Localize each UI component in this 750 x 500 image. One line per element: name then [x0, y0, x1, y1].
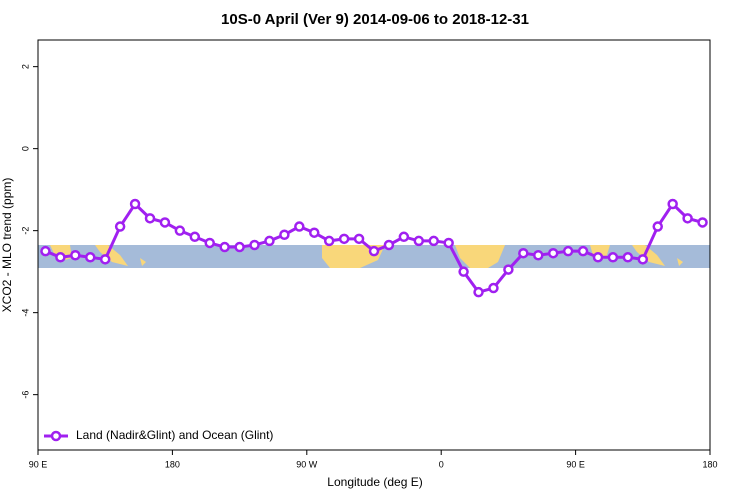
y-tick-label: 0: [20, 146, 30, 151]
data-point: [697, 217, 708, 228]
data-point: [443, 237, 454, 249]
x-tick-label: 0: [439, 459, 444, 469]
x-axis-label: Longitude (deg E): [327, 475, 422, 489]
data-point: [338, 233, 350, 245]
y-tick-label: -4: [20, 309, 30, 317]
legend-label: Land (Nadir&Glint) and Ocean (Glint): [76, 428, 273, 442]
data-point: [398, 231, 410, 243]
data-point: [577, 245, 589, 257]
y-tick-label: -6: [20, 391, 30, 399]
data-point: [85, 252, 96, 263]
y-axis-label: XCO2 - MLO trend (ppm): [0, 178, 14, 313]
data-point: [547, 247, 559, 259]
data-point: [353, 233, 365, 245]
data-point: [503, 264, 514, 275]
data-point: [114, 221, 126, 232]
y-tick-label: -2: [20, 227, 30, 235]
data-point: [473, 286, 484, 298]
data-point: [294, 221, 305, 232]
data-point: [622, 252, 634, 263]
data-point: [428, 235, 439, 247]
data-point: [219, 241, 230, 253]
data-point: [144, 213, 156, 224]
y-tick-label: 2: [20, 64, 30, 69]
x-tick-label: 180: [165, 459, 180, 469]
chart-title: 10S-0 April (Ver 9) 2014-09-06 to 2018-1…: [221, 11, 529, 28]
data-point: [234, 241, 245, 253]
data-point: [309, 227, 320, 238]
data-point: [189, 231, 201, 243]
data-point: [129, 198, 141, 210]
legend-marker: [50, 430, 62, 442]
data-point: [159, 217, 171, 228]
plot-frame: [37, 39, 711, 451]
x-tick-label: 90 W: [296, 459, 318, 469]
map-band: [38, 245, 710, 268]
data-point: [70, 250, 81, 261]
data-point: [488, 282, 499, 294]
data-point: [264, 235, 275, 247]
data-point: [55, 252, 66, 263]
data-point: [533, 250, 544, 261]
data-point: [40, 245, 51, 257]
data-point: [652, 221, 663, 232]
data-point: [682, 213, 693, 224]
data-point: [518, 247, 529, 259]
data-point: [279, 229, 290, 240]
data-point: [562, 245, 574, 257]
data-point: [204, 237, 215, 249]
data-point: [637, 254, 649, 265]
data-point: [368, 245, 380, 257]
data-point: [383, 239, 395, 251]
data-point: [592, 252, 604, 263]
data-point: [174, 225, 186, 236]
x-tick-label: 90 E: [29, 459, 48, 469]
data-point: [323, 235, 335, 247]
data-point: [99, 254, 111, 265]
x-tick-label: 90 E: [566, 459, 585, 469]
data-point: [607, 252, 619, 263]
data-point: [413, 235, 425, 247]
data-point: [458, 266, 469, 277]
x-tick-label: 180: [702, 459, 717, 469]
data-point: [667, 198, 678, 210]
data-point: [249, 239, 260, 251]
